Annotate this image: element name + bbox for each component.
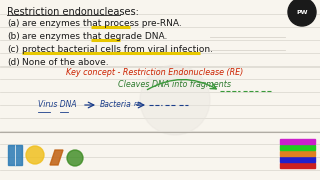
Text: PW: PW [296, 10, 308, 15]
Polygon shape [8, 145, 22, 165]
Circle shape [67, 150, 83, 166]
Bar [280, 163, 315, 168]
Text: None of the above.: None of the above. [22, 58, 108, 67]
Text: RE: RE [134, 102, 142, 107]
Text: Restriction endonucleases:: Restriction endonucleases: [7, 7, 139, 17]
Text: Bacteria: Bacteria [100, 100, 132, 109]
Text: (c): (c) [7, 45, 19, 54]
Bar [280, 145, 315, 150]
Text: (d): (d) [7, 58, 20, 67]
Circle shape [288, 0, 316, 26]
Circle shape [140, 65, 210, 135]
Circle shape [26, 146, 44, 164]
Bar [280, 151, 315, 156]
Polygon shape [50, 150, 63, 165]
Bar [280, 157, 315, 162]
Text: Key concept - Restriction Endonuclease (RE): Key concept - Restriction Endonuclease (… [66, 68, 244, 77]
Text: are enzymes that process pre-RNA.: are enzymes that process pre-RNA. [22, 19, 182, 28]
Bar [280, 139, 315, 144]
Text: are enzymes that degrade DNA.: are enzymes that degrade DNA. [22, 32, 167, 41]
Text: Virus DNA: Virus DNA [38, 100, 76, 109]
Text: (b): (b) [7, 32, 20, 41]
Text: protect bacterial cells from viral infection.: protect bacterial cells from viral infec… [22, 45, 213, 54]
Text: Cleaves DNA into fragments: Cleaves DNA into fragments [118, 80, 231, 89]
Text: (a): (a) [7, 19, 20, 28]
